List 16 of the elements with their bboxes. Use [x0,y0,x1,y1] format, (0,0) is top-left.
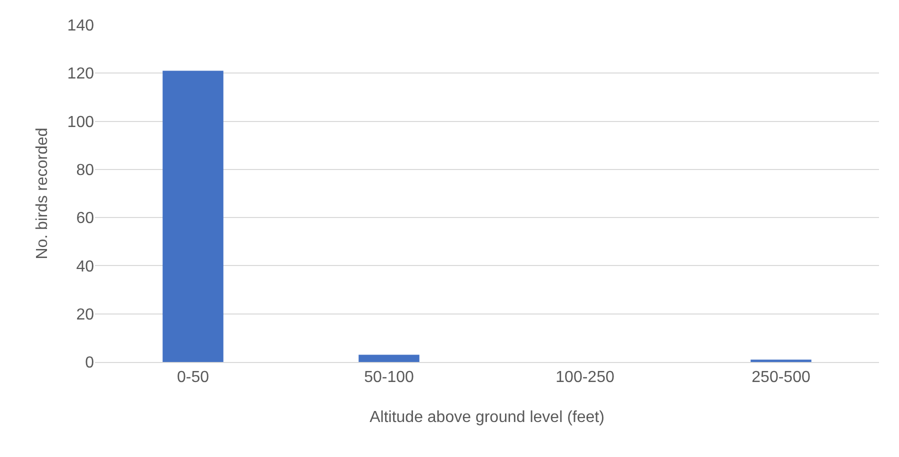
y-tick-label: 100 [67,114,94,131]
x-axis-title: Altitude above ground level (feet) [370,408,604,426]
y-tick-label: 80 [76,162,94,180]
y-tick-label: 60 [76,210,94,228]
y-tick-label: 0 [85,354,94,372]
y-tick-label: 20 [76,306,94,324]
x-tick-label: 100-250 [556,369,614,386]
y-tick-label: 40 [76,258,94,276]
y-tick-label: 120 [67,66,94,83]
x-tick-label: 0-50 [176,369,210,386]
x-tick-label: 50-100 [364,369,414,386]
x-tick-label: 250-500 [752,369,810,386]
bar [162,70,224,362]
y-axis-title: No. birds recorded [34,128,52,260]
bar [358,354,420,362]
y-tick-label: 140 [67,18,94,35]
